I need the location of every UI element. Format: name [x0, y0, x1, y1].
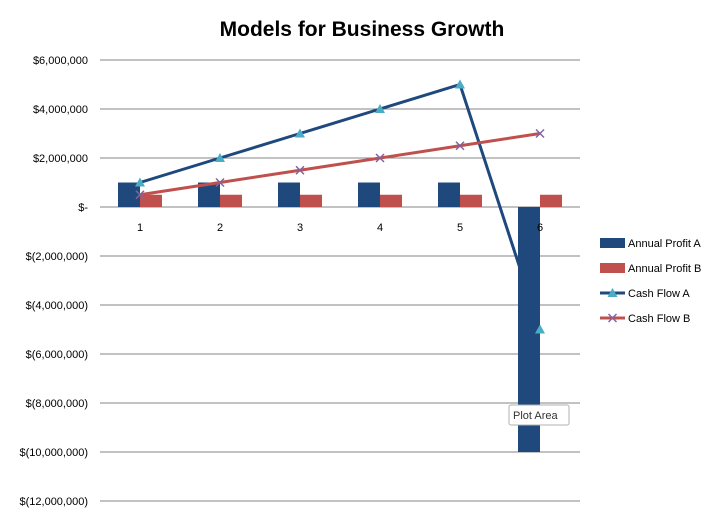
x-tick-label: 5: [457, 222, 463, 234]
chart-title: Models for Business Growth: [220, 18, 505, 41]
bar-annual-profit-a: [518, 207, 540, 452]
line-cash-flow-b: [139, 132, 541, 197]
marker-cash-flow-b: [455, 141, 465, 151]
bars: [118, 182, 562, 452]
y-tick-label: $6,000,000: [33, 55, 88, 67]
legend-item-cash-flow-a: Cash Flow A: [600, 288, 690, 300]
bar-annual-profit-b: [540, 194, 562, 207]
marker-cash-flow-a: [375, 104, 385, 113]
marker-cash-flow-a: [455, 79, 465, 89]
y-tick-label: $(4,000,000): [26, 300, 88, 312]
marker-cash-flow-a: [135, 177, 145, 187]
bar-annual-profit-a: [198, 182, 220, 207]
marker-cash-flow-b: [295, 165, 305, 175]
bar-annual-profit-a: [278, 182, 300, 207]
y-tick-label: $(10,000,000): [20, 447, 89, 459]
bar-annual-profit-b: [140, 194, 162, 207]
legend-label: Cash Flow B: [628, 313, 690, 325]
bar-annual-profit-b: [220, 194, 242, 207]
bar-annual-profit-b: [300, 194, 322, 207]
legend-label: Cash Flow A: [628, 288, 690, 300]
x-tick-label: 6: [537, 222, 543, 234]
line-cash-flow-a: [139, 82, 542, 330]
bar-annual-profit-b: [380, 194, 402, 207]
marker-cash-flow-b: [535, 128, 545, 139]
tooltip-label: Plot Area: [513, 410, 559, 422]
x-tick-label: 4: [377, 222, 383, 234]
x-tick-label: 2: [217, 222, 223, 234]
bar-annual-profit-b: [460, 194, 482, 207]
gridlines: [100, 59, 580, 502]
marker-cash-flow-a: [535, 324, 545, 334]
x-tick-label: 1: [137, 222, 143, 234]
marker-cash-flow-a: [215, 153, 225, 162]
y-tick-label: $(6,000,000): [26, 349, 88, 361]
x-tick-label: 3: [297, 222, 303, 234]
y-tick-label: $(12,000,000): [20, 496, 89, 508]
y-tick-label: $4,000,000: [33, 104, 88, 116]
y-tick-label: $(2,000,000): [26, 251, 88, 263]
lines: [135, 79, 545, 334]
y-tick-label: $(8,000,000): [26, 398, 88, 410]
legend-marker: [607, 288, 618, 297]
legend-label: Annual Profit A: [628, 238, 701, 250]
legend-swatch: [600, 238, 625, 248]
marker-cash-flow-b: [375, 153, 385, 163]
y-tick-label: $-: [78, 202, 88, 214]
legend-label: Annual Profit B: [628, 263, 701, 275]
bar-annual-profit-a: [118, 182, 140, 207]
y-axis-tick-labels: $6,000,000 $4,000,000 $2,000,000 $- $(2,000,…: [20, 55, 89, 508]
bar-annual-profit-a: [358, 182, 380, 207]
marker-cash-flow-a: [295, 128, 305, 138]
x-axis-tick-labels: 1 2 3 4 5 6: [137, 222, 543, 234]
y-tick-label: $2,000,000: [33, 153, 88, 165]
legend-item-annual-profit-b: Annual Profit B: [600, 263, 701, 275]
legend-item-annual-profit-a: Annual Profit A: [600, 238, 701, 250]
legend-swatch: [600, 263, 625, 273]
marker-cash-flow-b: [215, 177, 225, 188]
legend: Annual Profit A Annual Profit B Cash Flow …: [600, 238, 701, 325]
legend-item-cash-flow-b: Cash Flow B: [600, 313, 690, 325]
marker-cash-flow-b: [135, 190, 145, 200]
plot-area-tooltip: Plot Area: [508, 404, 570, 426]
bar-annual-profit-a: [438, 182, 460, 207]
